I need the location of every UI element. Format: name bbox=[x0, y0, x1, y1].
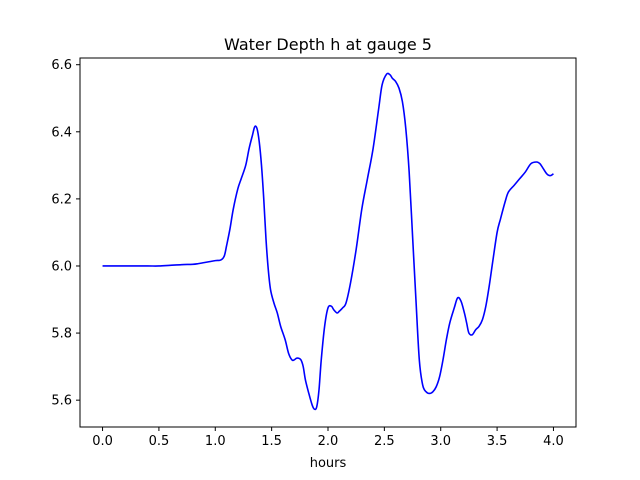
y-tick-label: 6.2 bbox=[51, 192, 72, 207]
x-axis-ticks: 0.0 0.5 1.0 1.5 2.0 2.5 3.0 3.5 4.0 bbox=[92, 427, 564, 449]
x-axis-label: hours bbox=[310, 456, 347, 471]
y-tick-label: 5.6 bbox=[51, 394, 72, 409]
series-line bbox=[102, 72, 554, 411]
x-tick-label: 1.0 bbox=[205, 434, 226, 449]
x-tick-label: 3.5 bbox=[487, 434, 508, 449]
y-tick-label: 6.0 bbox=[51, 259, 72, 274]
x-tick-label: 1.5 bbox=[261, 434, 282, 449]
x-tick-label: 0.5 bbox=[149, 434, 170, 449]
x-tick-label: 2.0 bbox=[318, 434, 339, 449]
chart-title: Water Depth h at gauge 5 bbox=[224, 35, 432, 54]
y-tick-label: 6.6 bbox=[51, 58, 72, 73]
x-tick-label: 2.5 bbox=[374, 434, 395, 449]
plot-area bbox=[102, 72, 554, 411]
x-tick-label: 0.0 bbox=[92, 434, 113, 449]
y-tick-label: 6.4 bbox=[51, 125, 72, 140]
y-tick-label: 5.8 bbox=[51, 327, 72, 342]
x-tick-label: 4.0 bbox=[543, 434, 564, 449]
y-axis-ticks: 5.6 5.8 6.0 6.2 6.4 6.6 bbox=[51, 58, 80, 409]
x-tick-label: 3.0 bbox=[430, 434, 451, 449]
